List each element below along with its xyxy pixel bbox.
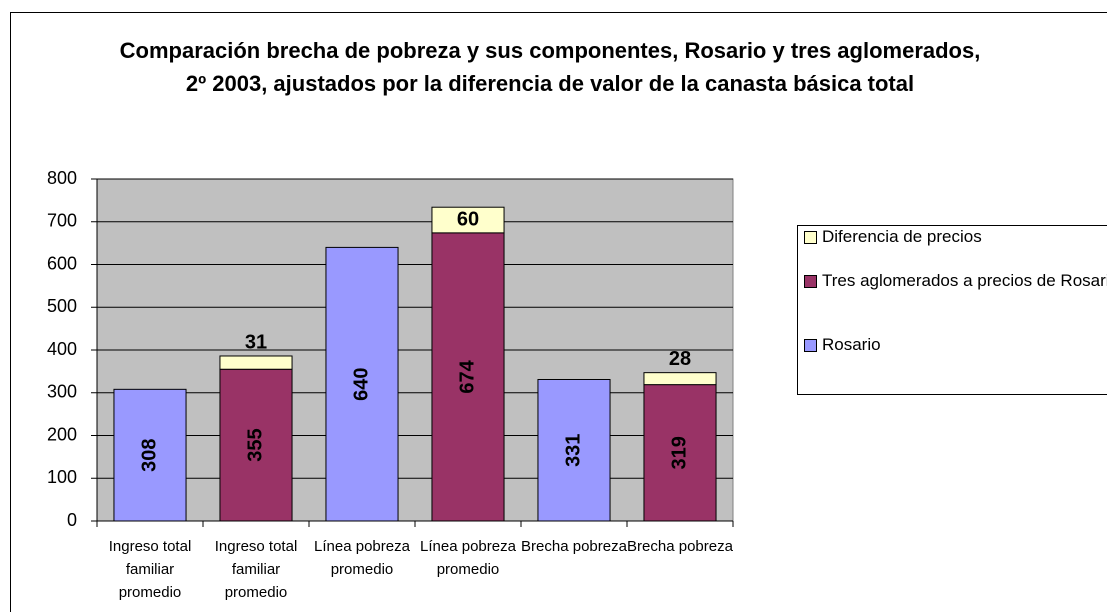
legend-item: Diferencia de precios (804, 226, 1107, 248)
bar-segment (431, 206, 505, 234)
data-label: 674 (456, 359, 478, 393)
y-tick-label: 400 (47, 339, 77, 359)
bar-segment (219, 368, 293, 522)
y-tick-label: 500 (47, 296, 77, 316)
legend-label: Rosario (822, 335, 881, 354)
data-label: 355 (244, 428, 266, 461)
x-tick-label: Brecha pobreza (521, 538, 627, 555)
legend-item: Tres aglomerados a precios de Rosario (804, 270, 1107, 292)
data-label: 31 (245, 331, 267, 353)
data-label: 640 (350, 368, 372, 401)
x-tick-label: Ingreso total familiar promedio (108, 538, 192, 601)
legend-label: Tres aglomerados a precios de Rosario (822, 271, 1107, 290)
y-tick-label: 700 (47, 211, 77, 231)
bar-segment (325, 246, 399, 522)
legend: Diferencia de precios Tres aglomerados a … (797, 225, 1107, 395)
y-tick-label: 300 (47, 382, 77, 402)
chart-title: Comparación brecha de pobreza y sus comp… (119, 38, 981, 96)
data-label: 308 (138, 438, 160, 471)
bar-segment (643, 372, 717, 386)
y-tick-label: 100 (47, 467, 77, 487)
y-tick-label: 800 (47, 168, 77, 188)
x-tick-label: Brecha pobreza (627, 538, 733, 555)
data-label: 60 (457, 208, 479, 230)
data-label: 28 (669, 348, 691, 370)
x-tick-label: Línea pobreza promedio (420, 538, 516, 578)
chart-frame (10, 12, 1107, 612)
x-tick-label: Ingreso total familiar promedio (214, 538, 298, 601)
legend-swatch (804, 339, 817, 352)
bar-segment (113, 388, 187, 522)
bar-segment (431, 232, 505, 522)
bar-segment (537, 378, 611, 522)
legend-swatch (804, 275, 817, 288)
legend-label: Diferencia de precios (822, 227, 982, 246)
bar-segment (643, 384, 717, 522)
x-tick-label: Línea pobreza promedio (314, 538, 410, 578)
legend-item: Rosario (804, 334, 1107, 356)
y-tick-label: 600 (47, 253, 77, 273)
data-label: 319 (668, 436, 690, 469)
legend-swatch (804, 231, 817, 244)
y-tick-label: 200 (47, 424, 77, 444)
y-tick-label: 0 (67, 510, 77, 530)
data-label: 331 (562, 434, 584, 467)
bar-segment (219, 355, 293, 370)
